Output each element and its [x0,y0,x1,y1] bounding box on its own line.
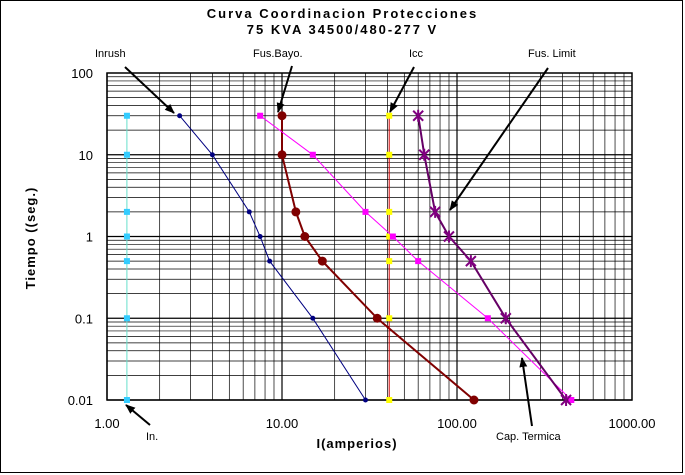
y-tick-label: 1 [86,230,93,245]
data-point [469,395,479,405]
data-point [291,207,301,217]
data-point [568,397,575,403]
chart-subtitle: 75 KVA 34500/480-277 V [246,22,439,37]
data-point [123,397,130,403]
x-tick-label: 1000.00 [609,416,656,431]
x-axis-label: I(amperios) [316,436,397,451]
data-point [177,113,183,119]
data-point [317,256,327,266]
data-point [412,109,424,122]
annotation-arrow [519,357,533,427]
data-point [362,208,369,215]
annotation-label: Fus. Limit [528,48,576,60]
x-tick-label: 100.00 [437,416,477,431]
series-cap-termica [257,112,575,403]
data-point [386,315,393,322]
plot-area-border [106,72,633,401]
series-fus-bayo- [277,111,479,405]
data-point [443,230,455,243]
y-tick-label: 10 [79,148,93,163]
annotation-label: Fus.Bayo. [253,48,303,60]
data-point [123,208,130,215]
annotation-arrow [124,66,175,114]
data-point [123,258,130,265]
data-point [415,258,422,265]
series-inrush [177,113,368,403]
data-point [386,151,393,158]
y-tick-label: 100 [71,66,93,81]
data-point [386,112,393,119]
annotation-arrow [389,66,415,113]
series-icc [386,112,393,403]
annotation-arrow [276,65,293,113]
data-point [310,315,316,321]
y-axis-label: Tiempo ((seg.) [23,187,38,290]
data-point [309,151,316,158]
x-tick-label: 10.00 [266,416,299,431]
data-point [277,150,287,160]
series-in- [123,112,130,403]
y-tick-label: 0.1 [75,311,93,326]
annotation-label: In. [146,431,158,443]
x-tick-label: 1.00 [94,416,119,431]
data-point [300,232,310,241]
data-point [257,112,264,119]
data-point [123,112,130,119]
annotation-label: Inrush [95,48,126,60]
annotation-label: Icc [409,48,424,60]
data-point [386,258,393,265]
data-point [484,315,491,322]
data-point [500,312,512,325]
data-point [372,313,382,323]
annotation-label: Cap. Termica [496,431,561,443]
data-point [560,394,572,406]
data-point [267,258,273,264]
data-point [277,111,287,121]
series-fus-limit [412,109,572,406]
data-point [386,208,393,215]
data-point [123,233,130,240]
annotation-arrow [449,67,549,211]
data-point [123,151,130,158]
data-point [123,315,130,322]
data-point [257,234,263,239]
data-point [389,233,396,240]
data-point [429,205,441,218]
data-point [386,233,393,240]
y-tick-label: 0.01 [68,393,93,408]
annotation-arrow [125,404,151,426]
data-point [418,148,430,161]
data-point [362,397,368,403]
data-point [209,152,215,158]
data-point [465,255,477,268]
chart-title: Curva Coordinacion Protecciones [206,6,479,21]
data-point [246,209,252,215]
data-point [386,397,393,403]
